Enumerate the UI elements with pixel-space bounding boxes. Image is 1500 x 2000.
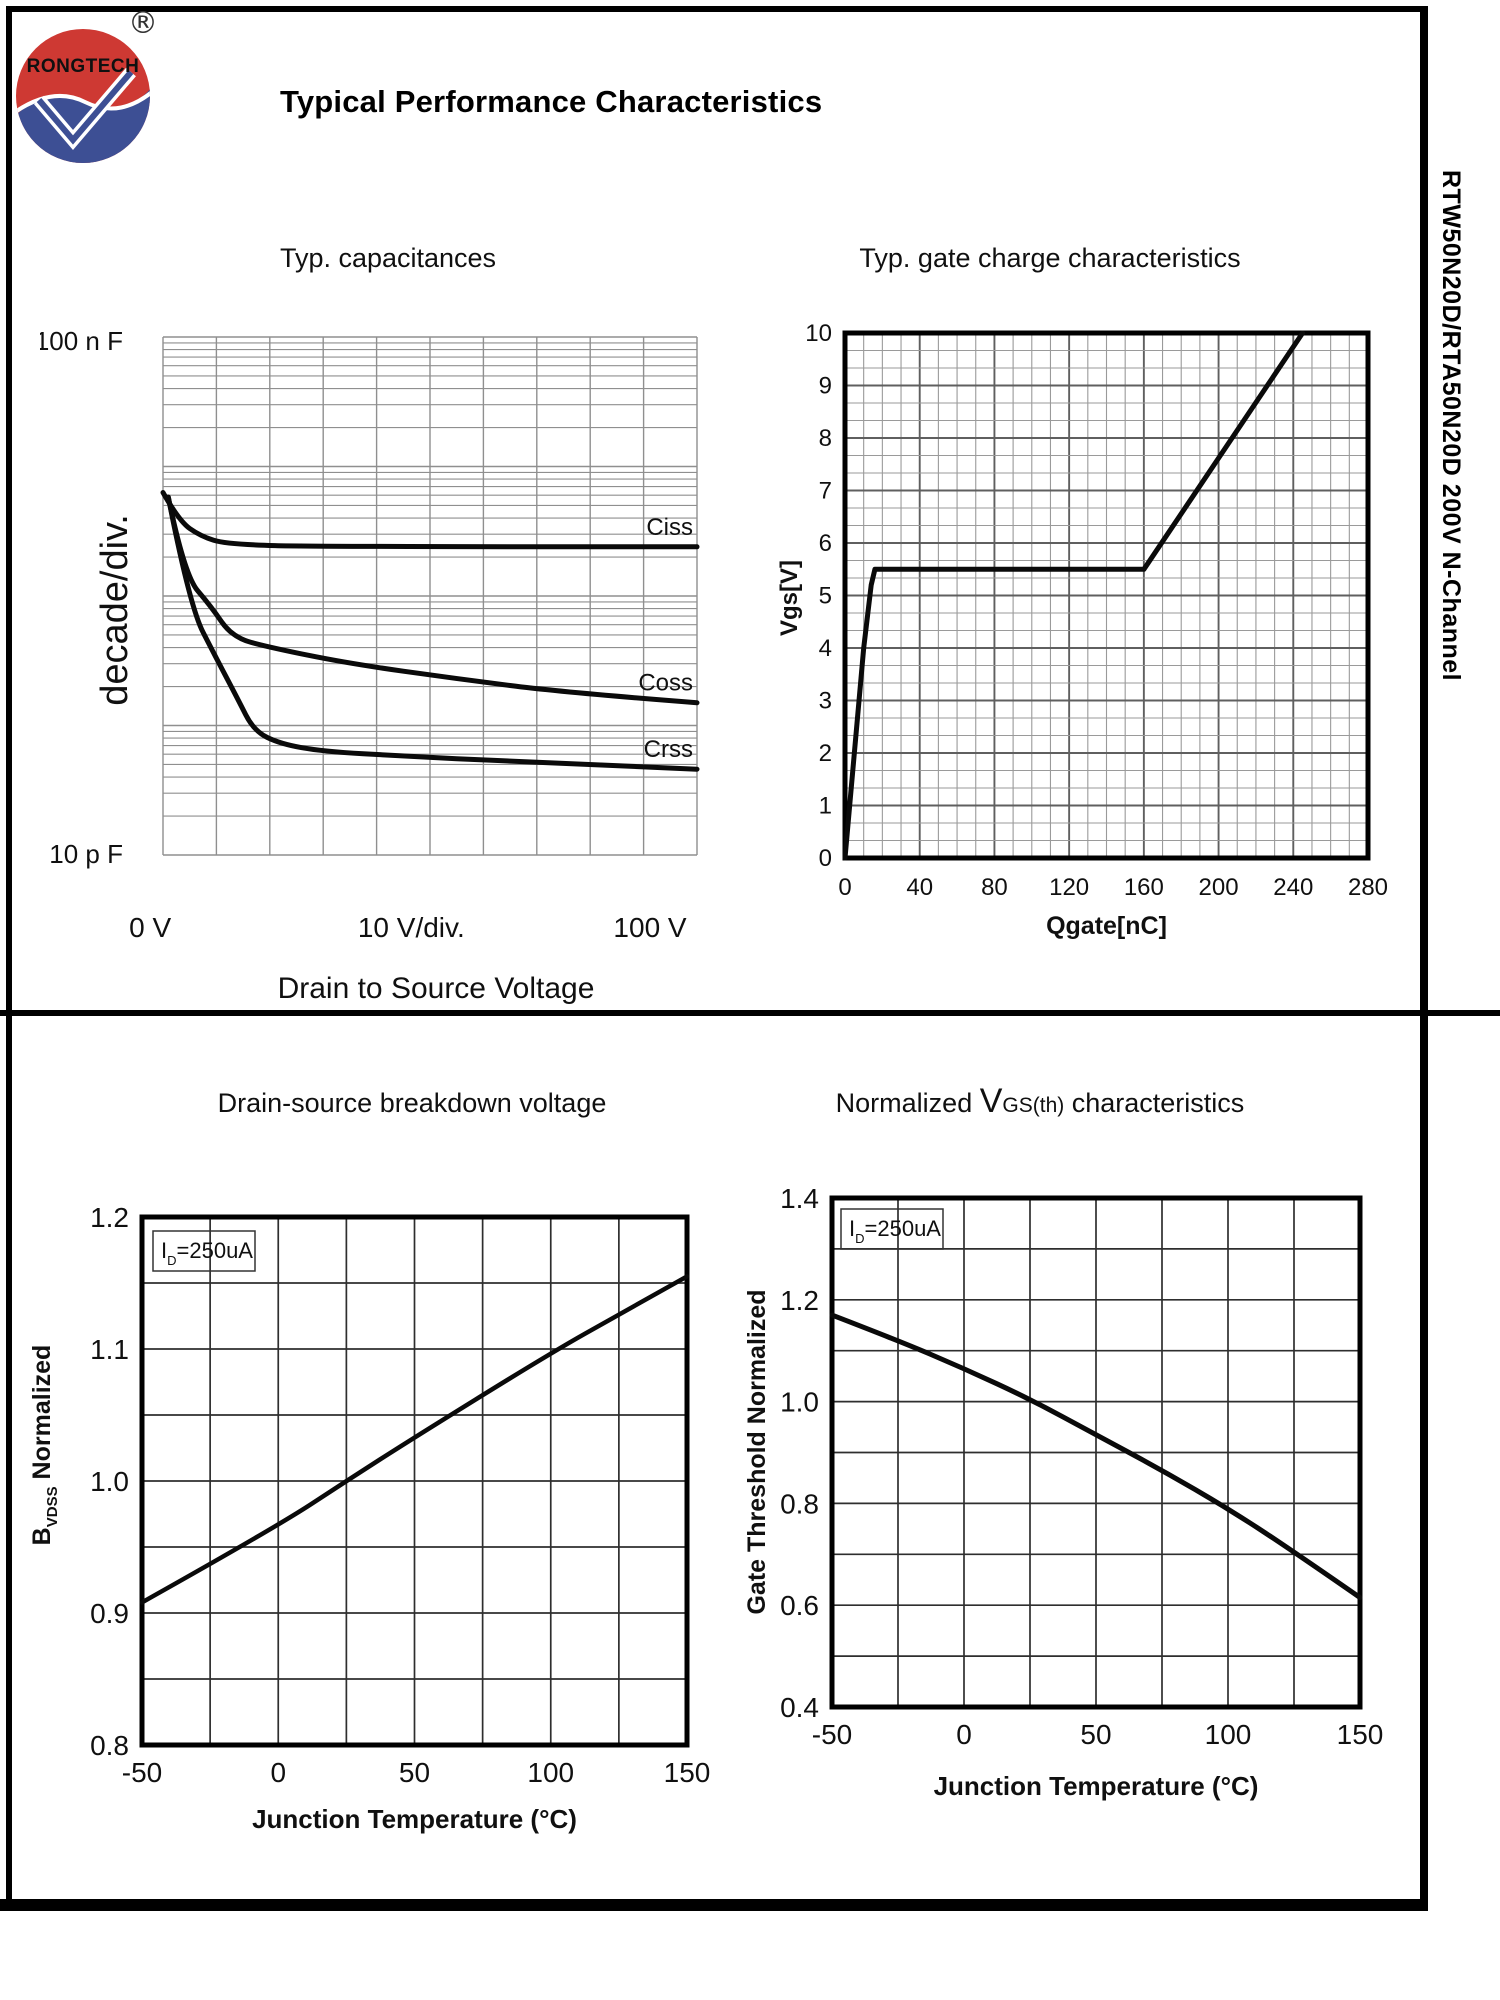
svg-text:Ciss: Ciss xyxy=(646,514,693,541)
svg-text:1.4: 1.4 xyxy=(780,1183,819,1214)
svg-text:80: 80 xyxy=(981,874,1008,901)
svg-text:1.2: 1.2 xyxy=(780,1285,819,1316)
svg-text:Normalized VGS(th) characteris: Normalized VGS(th) characteristics xyxy=(836,1082,1245,1120)
breakdown-voltage-chart: Drain-source breakdown voltage -50 0 50 100 1… xyxy=(20,1060,720,1855)
svg-text:3: 3 xyxy=(819,688,832,715)
svg-text:-50: -50 xyxy=(122,1757,162,1788)
rongtech-logo: RONGTECH xyxy=(13,26,153,166)
svg-text:240: 240 xyxy=(1273,874,1313,901)
svg-text:Drain to Source Voltage: Drain to Source Voltage xyxy=(278,972,595,1005)
svg-text:150: 150 xyxy=(1337,1719,1384,1750)
svg-text:4: 4 xyxy=(819,635,832,662)
svg-text:40: 40 xyxy=(906,874,933,901)
svg-text:10: 10 xyxy=(805,320,832,347)
vgs-threshold-chart: Normalized VGS(th) characteristics -50 0 50… xyxy=(740,1060,1460,1855)
svg-text:100 n F: 100 n F xyxy=(40,326,123,356)
svg-text:Junction Temperature (°C): Junction Temperature (°C) xyxy=(252,1804,577,1834)
svg-text:50: 50 xyxy=(399,1757,430,1788)
svg-text:5: 5 xyxy=(819,583,832,610)
svg-text:0.8: 0.8 xyxy=(90,1730,129,1761)
svg-text:100 V: 100 V xyxy=(613,912,686,943)
svg-text:Coss: Coss xyxy=(638,670,693,697)
svg-text:7: 7 xyxy=(819,478,832,505)
svg-text:100: 100 xyxy=(1205,1719,1252,1750)
svg-text:Crss: Crss xyxy=(644,736,693,763)
svg-text:160: 160 xyxy=(1124,874,1164,901)
svg-text:Qgate[nC]: Qgate[nC] xyxy=(1046,912,1167,940)
svg-text:ID=250uA: ID=250uA xyxy=(849,1216,941,1246)
svg-text:150: 150 xyxy=(664,1757,711,1788)
svg-text:10 p F: 10 p F xyxy=(49,839,123,869)
svg-text:6: 6 xyxy=(819,530,832,557)
svg-text:8: 8 xyxy=(819,425,832,452)
logo-check-inner xyxy=(36,70,134,145)
frame-top-border xyxy=(6,6,1426,12)
svg-text:0.9: 0.9 xyxy=(90,1598,129,1629)
svg-text:Drain-source breakdown voltage: Drain-source breakdown voltage xyxy=(218,1088,607,1118)
svg-text:120: 120 xyxy=(1049,874,1089,901)
svg-text:200: 200 xyxy=(1199,874,1239,901)
svg-text:0: 0 xyxy=(819,845,832,872)
svg-text:0 V: 0 V xyxy=(129,912,171,943)
svg-text:decade/div.: decade/div. xyxy=(94,514,136,706)
gate-charge-chart: Typ. gate charge characteristics 0 40 80 120… xyxy=(740,240,1440,945)
svg-text:2: 2 xyxy=(819,740,832,767)
svg-text:Typ. capacitances: Typ. capacitances xyxy=(280,243,496,273)
svg-text:0: 0 xyxy=(838,874,851,901)
frame-right-border xyxy=(1420,6,1428,1908)
svg-text:1.0: 1.0 xyxy=(780,1387,819,1418)
logo-brand-text: RONGTECH xyxy=(27,56,140,77)
svg-text:BVDSS Normalized: BVDSS Normalized xyxy=(28,1345,61,1546)
section-divider xyxy=(0,1010,1500,1016)
logo-white-wave xyxy=(16,84,150,120)
svg-text:Typ. gate charge characteristi: Typ. gate charge characteristics xyxy=(859,243,1240,273)
svg-text:1: 1 xyxy=(819,793,832,820)
part-number-side-label: RTW50N20D/RTA50N20D 200V N-Channel xyxy=(1437,170,1465,682)
svg-text:100: 100 xyxy=(527,1757,574,1788)
svg-text:10 V/div.: 10 V/div. xyxy=(358,912,465,943)
svg-text:50: 50 xyxy=(1080,1719,1111,1750)
svg-text:ID=250uA: ID=250uA xyxy=(161,1238,253,1268)
svg-text:0: 0 xyxy=(270,1757,286,1788)
svg-text:-50: -50 xyxy=(812,1719,852,1750)
registered-trademark-mark: ® xyxy=(128,6,158,41)
frame-left-border xyxy=(6,6,12,1908)
frame-bottom-bar xyxy=(0,1899,1428,1911)
svg-text:1.1: 1.1 xyxy=(90,1334,129,1365)
svg-text:0.8: 0.8 xyxy=(780,1488,819,1519)
svg-text:0.6: 0.6 xyxy=(780,1590,819,1621)
svg-text:Junction Temperature (°C): Junction Temperature (°C) xyxy=(934,1771,1259,1801)
svg-text:9: 9 xyxy=(819,373,832,400)
svg-text:Vgs[V]: Vgs[V] xyxy=(776,560,803,636)
rongtech-logo-graphic: RONGTECH xyxy=(16,29,150,163)
svg-text:1.0: 1.0 xyxy=(90,1466,129,1497)
svg-text:0: 0 xyxy=(956,1719,972,1750)
svg-text:280: 280 xyxy=(1348,874,1388,901)
page-title: Typical Performance Characteristics xyxy=(280,84,823,119)
capacitances-chart: Typ. capacitances 100 n F 10 p F decade/div… xyxy=(35,240,720,1015)
svg-text:0.4: 0.4 xyxy=(780,1692,819,1723)
svg-text:1.2: 1.2 xyxy=(90,1202,129,1233)
svg-text:Gate Threshold Normalized: Gate Threshold Normalized xyxy=(743,1289,771,1614)
